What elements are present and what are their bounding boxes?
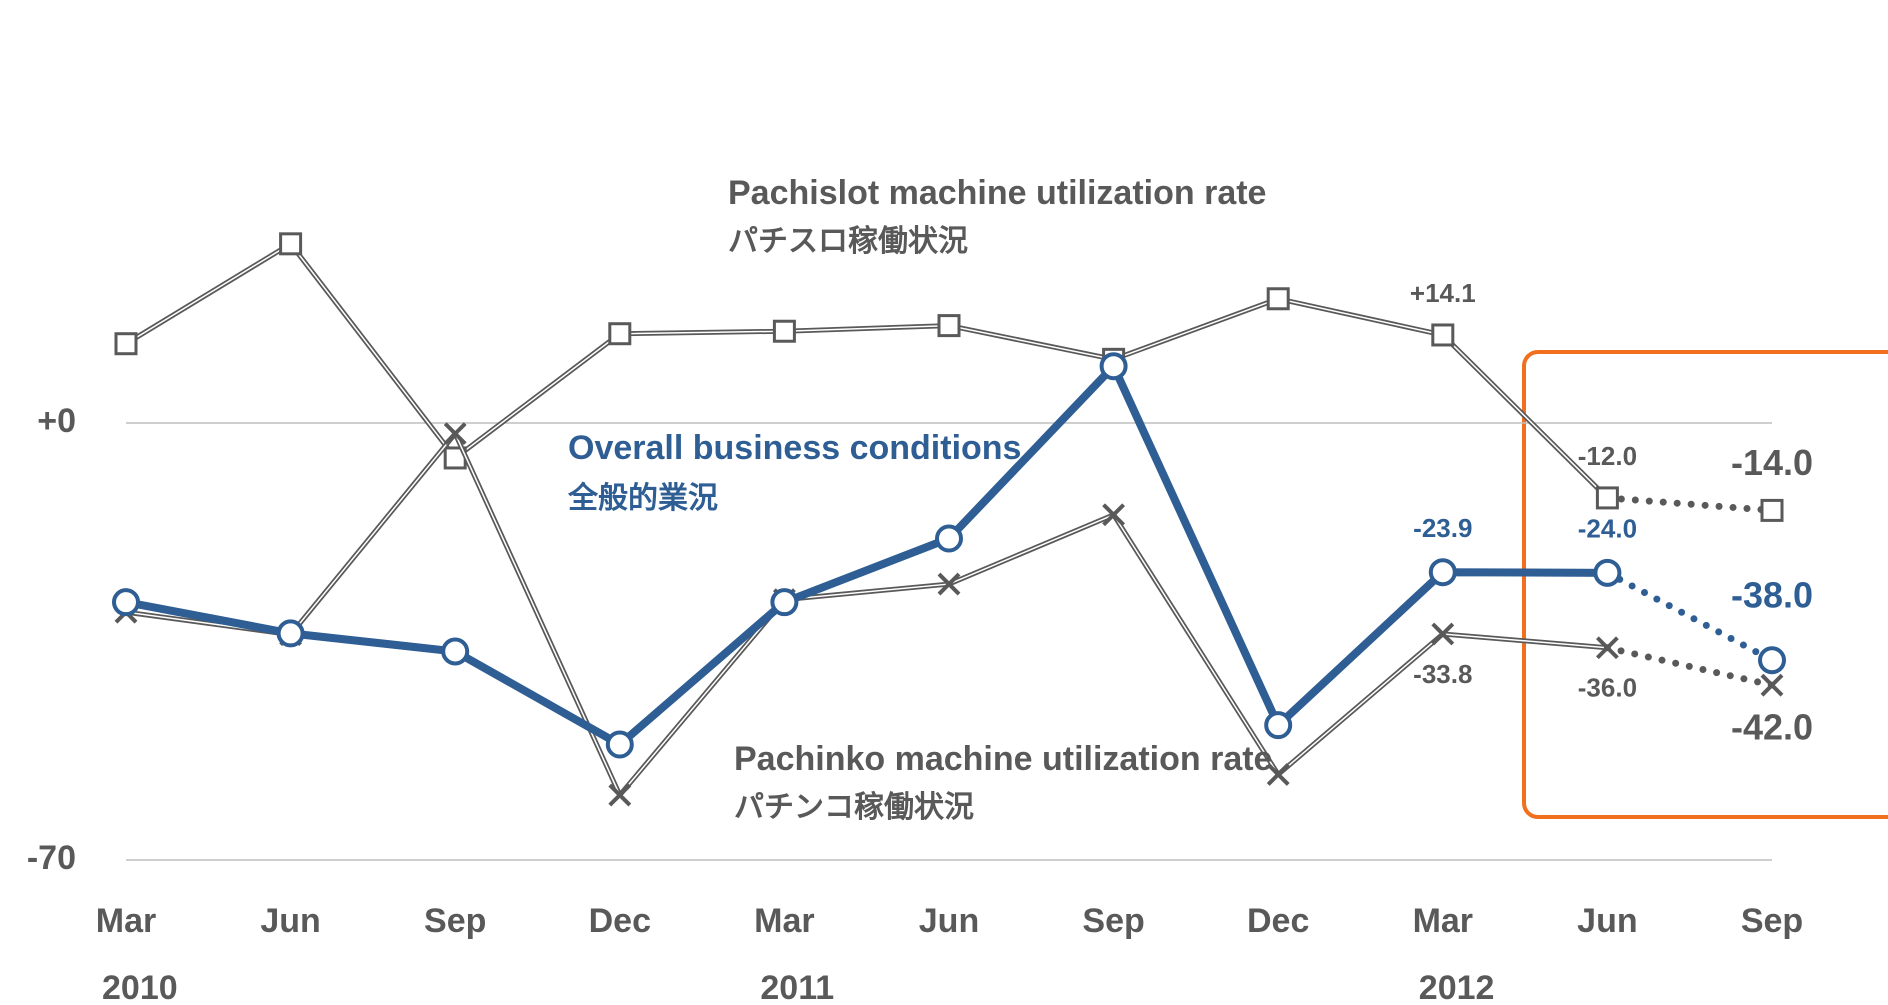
x-tick-label: Sep (1082, 902, 1144, 940)
x-tick-label: Dec (1247, 902, 1309, 940)
marker (276, 619, 305, 648)
series-label: Overall business conditions (568, 429, 1021, 467)
series-label-ja: 全般的業況 (567, 481, 718, 515)
marker (114, 332, 138, 356)
marker (441, 637, 470, 666)
x-tick-label: Mar (754, 902, 814, 940)
marker (1595, 486, 1619, 510)
y-tick-label: -70 (27, 839, 76, 877)
data-label: +14.1 (1410, 278, 1476, 308)
series-label: Pachislot machine utilization rate (728, 174, 1266, 212)
marker (1431, 323, 1455, 347)
marker (1431, 622, 1455, 646)
series-line-inner (125, 432, 1608, 797)
forecast-line (1603, 569, 1776, 664)
series-label-ja: パチンコ稼働状況 (734, 791, 974, 824)
marker (1102, 503, 1126, 527)
x-tick-label: Jun (919, 902, 979, 940)
marker (1264, 711, 1293, 740)
x-tick-label: Dec (589, 902, 651, 940)
series-label: Pachinko machine utilization rate (734, 740, 1272, 778)
marker (1758, 646, 1786, 675)
year-label: 2012 (1419, 969, 1495, 1005)
marker (1099, 352, 1128, 381)
x-tick-label: Sep (424, 902, 486, 940)
marker (770, 588, 799, 617)
marker (1760, 673, 1784, 697)
marker (1266, 287, 1290, 311)
marker (608, 322, 632, 346)
data-label: -42.0 (1731, 707, 1813, 748)
series-line-inner (125, 242, 1608, 499)
marker (935, 524, 963, 553)
x-tick-label: Jun (1577, 902, 1637, 940)
data-label: -24.0 (1578, 514, 1637, 544)
series-label-ja: パチスロ稼働状況 (728, 225, 968, 258)
x-tick-label: Jun (260, 902, 320, 940)
marker (937, 314, 961, 338)
x-tick-label: Mar (1413, 902, 1473, 940)
marker (608, 783, 632, 807)
forecast-highlight (1522, 350, 1888, 819)
data-label: -36.0 (1578, 673, 1637, 703)
data-label: -23.9 (1413, 513, 1472, 543)
marker (443, 422, 467, 446)
data-label: -38.0 (1731, 575, 1813, 616)
series-line (125, 362, 1608, 749)
marker (279, 232, 303, 256)
forecast-line (1603, 494, 1776, 514)
x-tick-label: Sep (1741, 902, 1803, 940)
marker (1595, 636, 1619, 660)
x-tick-label: Mar (96, 902, 156, 940)
marker (605, 730, 634, 759)
forecast-line (1603, 644, 1776, 689)
marker (772, 319, 796, 343)
marker (1593, 558, 1622, 587)
year-label: 2011 (760, 969, 834, 1005)
data-label: -12.0 (1578, 441, 1637, 471)
marker (112, 588, 140, 617)
data-label: -33.8 (1413, 659, 1472, 689)
marker (937, 572, 961, 596)
marker (1760, 498, 1784, 522)
year-label: 2010 (102, 969, 178, 1005)
marker (1428, 558, 1457, 587)
y-tick-label: +0 (37, 402, 76, 440)
marker (1266, 763, 1290, 786)
data-label: -14.0 (1731, 442, 1813, 483)
